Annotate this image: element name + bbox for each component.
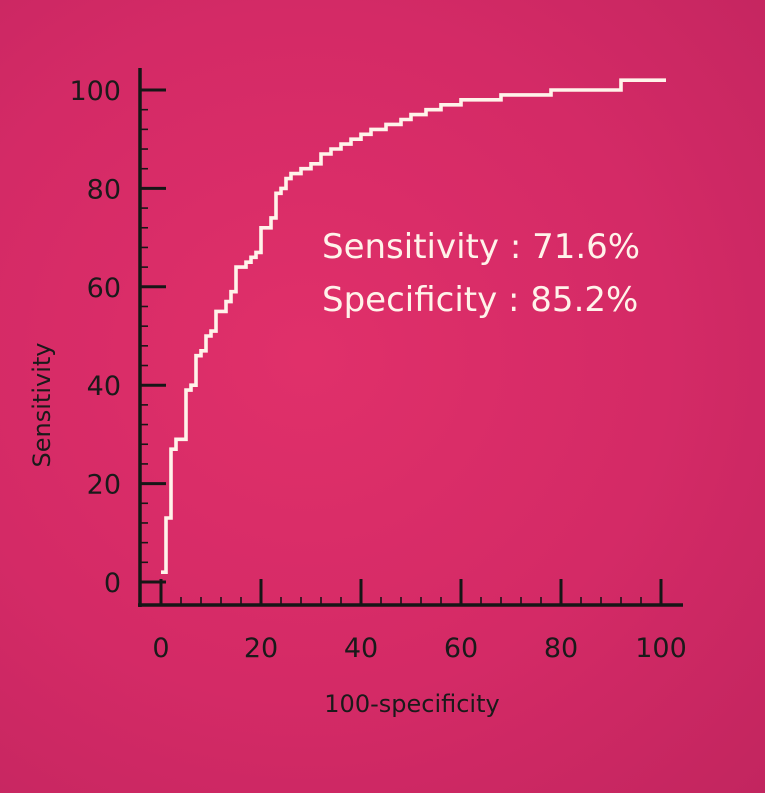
y-tick-labels: 0 20 40 60 80 100 bbox=[69, 76, 121, 599]
y-tick-label: 0 bbox=[104, 568, 121, 599]
x-tick-label: 100 bbox=[635, 633, 687, 664]
y-tick-label: 80 bbox=[87, 174, 121, 205]
y-axis-title: Sensitivity bbox=[28, 343, 56, 468]
y-tick-label: 20 bbox=[87, 470, 121, 501]
roc-curve-line bbox=[161, 78, 666, 574]
x-tick-label: 20 bbox=[244, 633, 278, 664]
x-axis-title: 100-specificity bbox=[324, 690, 499, 718]
x-tick-label: 80 bbox=[544, 633, 578, 664]
x-tick-label: 60 bbox=[444, 633, 478, 664]
y-tick-label: 100 bbox=[69, 76, 121, 107]
specificity-annotation: Specificity : 85.2% bbox=[322, 280, 638, 320]
minor-ticks bbox=[140, 108, 642, 605]
y-tick-label: 40 bbox=[87, 371, 121, 402]
x-tick-label: 0 bbox=[152, 633, 169, 664]
sensitivity-annotation: Sensitivity : 71.6% bbox=[322, 227, 640, 267]
x-tick-labels: 0 20 40 60 80 100 bbox=[152, 633, 686, 664]
y-tick-label: 60 bbox=[87, 273, 121, 304]
x-tick-label: 40 bbox=[344, 633, 378, 664]
major-ticks bbox=[140, 88, 663, 605]
